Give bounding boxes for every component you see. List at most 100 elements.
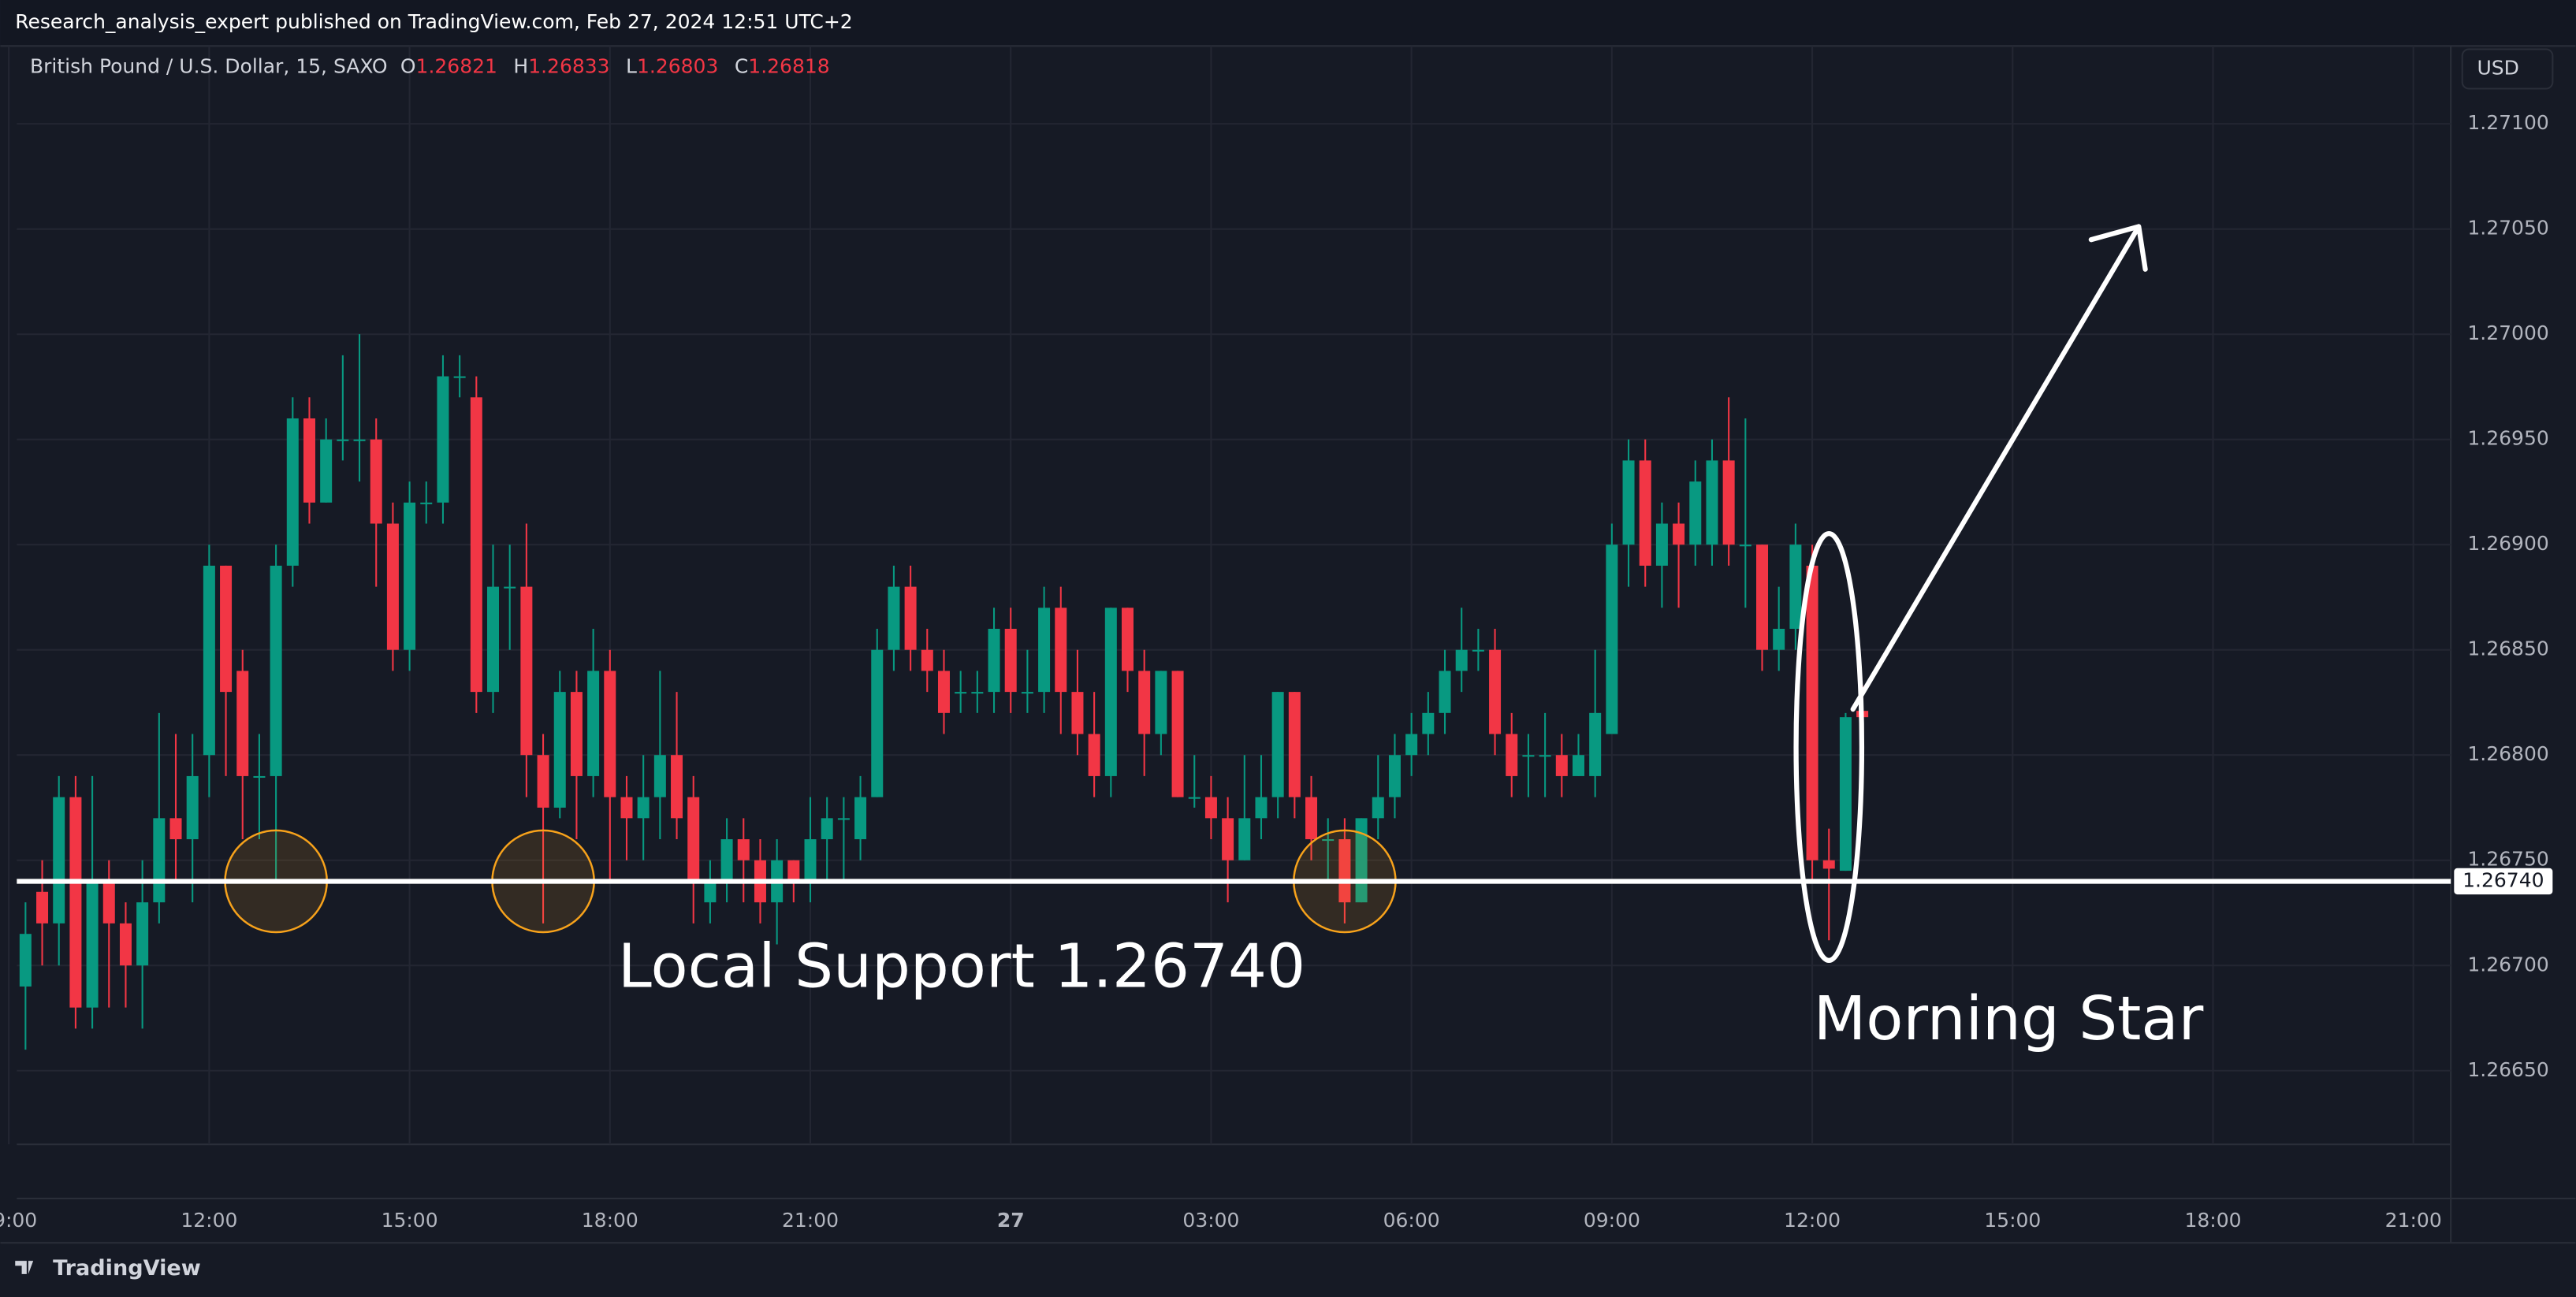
candle-body xyxy=(1038,608,1051,693)
candle-body xyxy=(1322,839,1335,842)
candle-body xyxy=(36,891,49,924)
candle-body xyxy=(453,376,466,378)
candle-body xyxy=(220,565,233,693)
publisher: Research_analysis_expert published on Tr… xyxy=(15,10,852,33)
candle-body xyxy=(921,649,933,671)
candle-body xyxy=(1773,629,1785,650)
ohlc-value: 1.26818 xyxy=(748,54,829,77)
candle-body xyxy=(720,839,733,882)
candle-body xyxy=(1655,523,1668,566)
candle-body xyxy=(404,502,416,650)
candle-body xyxy=(1405,734,1418,756)
candle-body xyxy=(955,692,967,694)
candle-body xyxy=(1539,755,1551,757)
candle-body xyxy=(1238,818,1251,860)
ohlc-label: O xyxy=(400,54,416,77)
candle-body xyxy=(420,502,433,504)
candle-body xyxy=(1122,608,1134,671)
currency[interactable]: USD xyxy=(2477,57,2518,80)
y-tick-label: 1.27100 xyxy=(2467,111,2548,134)
x-tick-label: 12:00 xyxy=(1784,1209,1841,1232)
candle-body xyxy=(604,671,616,797)
candle-body xyxy=(236,671,249,776)
y-tick-label: 1.26800 xyxy=(2467,742,2548,765)
candle-body xyxy=(687,797,700,882)
candle-body xyxy=(353,439,366,441)
candle-body xyxy=(69,797,82,1008)
ohlc-label: L xyxy=(626,54,637,77)
candle-body xyxy=(1739,544,1751,547)
candle-body xyxy=(1489,649,1502,734)
candle-body xyxy=(637,797,650,819)
y-tick-label: 1.26900 xyxy=(2467,532,2548,555)
candle-body xyxy=(102,881,115,924)
candle-body xyxy=(1004,629,1017,693)
candle-body xyxy=(1606,544,1618,734)
candle-body xyxy=(1388,755,1401,797)
annotation: Morning Star xyxy=(1814,983,2204,1054)
candle-body xyxy=(1706,460,1718,545)
x-tick-label: 15:00 xyxy=(1984,1209,2041,1232)
y-tick-label: 1.27050 xyxy=(2467,217,2548,240)
candle-body xyxy=(1188,797,1201,799)
candle-body xyxy=(1689,481,1702,545)
legend: British Pound / U.S. Dollar, 15, SAXO O1… xyxy=(30,54,830,77)
x-tick-label: 18:00 xyxy=(582,1209,638,1232)
candle-body xyxy=(1372,797,1384,819)
candle-body xyxy=(1204,797,1217,819)
support-label: 1.26740 xyxy=(2462,868,2544,891)
candle-body xyxy=(437,376,449,503)
y-tick-label: 1.26650 xyxy=(2467,1058,2548,1081)
candle-body xyxy=(86,881,99,1008)
y-tick-label: 1.26750 xyxy=(2467,848,2548,871)
logo-mark xyxy=(15,1261,34,1274)
candle-body xyxy=(1071,692,1084,734)
candle-body xyxy=(370,439,382,524)
candle-body xyxy=(53,797,65,924)
ohlc-label: C xyxy=(735,54,748,77)
candle-body xyxy=(1338,839,1351,903)
candle-body xyxy=(1472,649,1484,652)
y-tick-label: 1.26700 xyxy=(2467,953,2548,976)
pattern-ellipse xyxy=(1793,531,1865,963)
candle-body xyxy=(1055,608,1067,693)
x-tick-label: 21:00 xyxy=(2385,1209,2442,1232)
candle-body xyxy=(19,934,32,987)
candle-body xyxy=(1839,717,1852,871)
candle-body xyxy=(837,818,850,820)
x-tick-label: 15:00 xyxy=(382,1209,438,1232)
candle-body xyxy=(1639,460,1651,566)
candle-body xyxy=(1088,734,1100,776)
candle-body xyxy=(854,797,867,840)
candle-body xyxy=(470,397,482,693)
candle-body xyxy=(487,586,500,693)
candle-body xyxy=(1271,692,1284,797)
candle-body xyxy=(169,818,182,840)
candle-body xyxy=(286,418,299,566)
candle-body xyxy=(1622,460,1635,545)
ohlc-value: 1.26821 xyxy=(416,54,497,77)
candle-body xyxy=(971,692,984,694)
candle-body xyxy=(988,629,1000,693)
candle-body xyxy=(1522,755,1535,757)
candle-body xyxy=(153,818,166,903)
ohlc-value: 1.26833 xyxy=(528,54,609,77)
candle-body xyxy=(570,692,583,776)
grid xyxy=(8,46,2451,1145)
candle-body xyxy=(337,439,349,441)
currency-button[interactable] xyxy=(2461,48,2554,90)
symbol: British Pound / U.S. Dollar, 15, SAXO xyxy=(30,54,388,77)
candle-body xyxy=(1439,671,1451,713)
candle-body xyxy=(620,797,633,819)
candle-body xyxy=(704,881,717,903)
x-tick-label: 12:00 xyxy=(181,1209,237,1232)
candle-body xyxy=(1222,818,1234,860)
candle-body xyxy=(1722,460,1735,545)
candle-body xyxy=(119,923,132,966)
candle-body xyxy=(1305,797,1318,840)
candle-body xyxy=(553,692,566,808)
candle-body xyxy=(1756,544,1769,650)
candle-body xyxy=(1138,671,1151,734)
candle-body xyxy=(804,839,817,882)
